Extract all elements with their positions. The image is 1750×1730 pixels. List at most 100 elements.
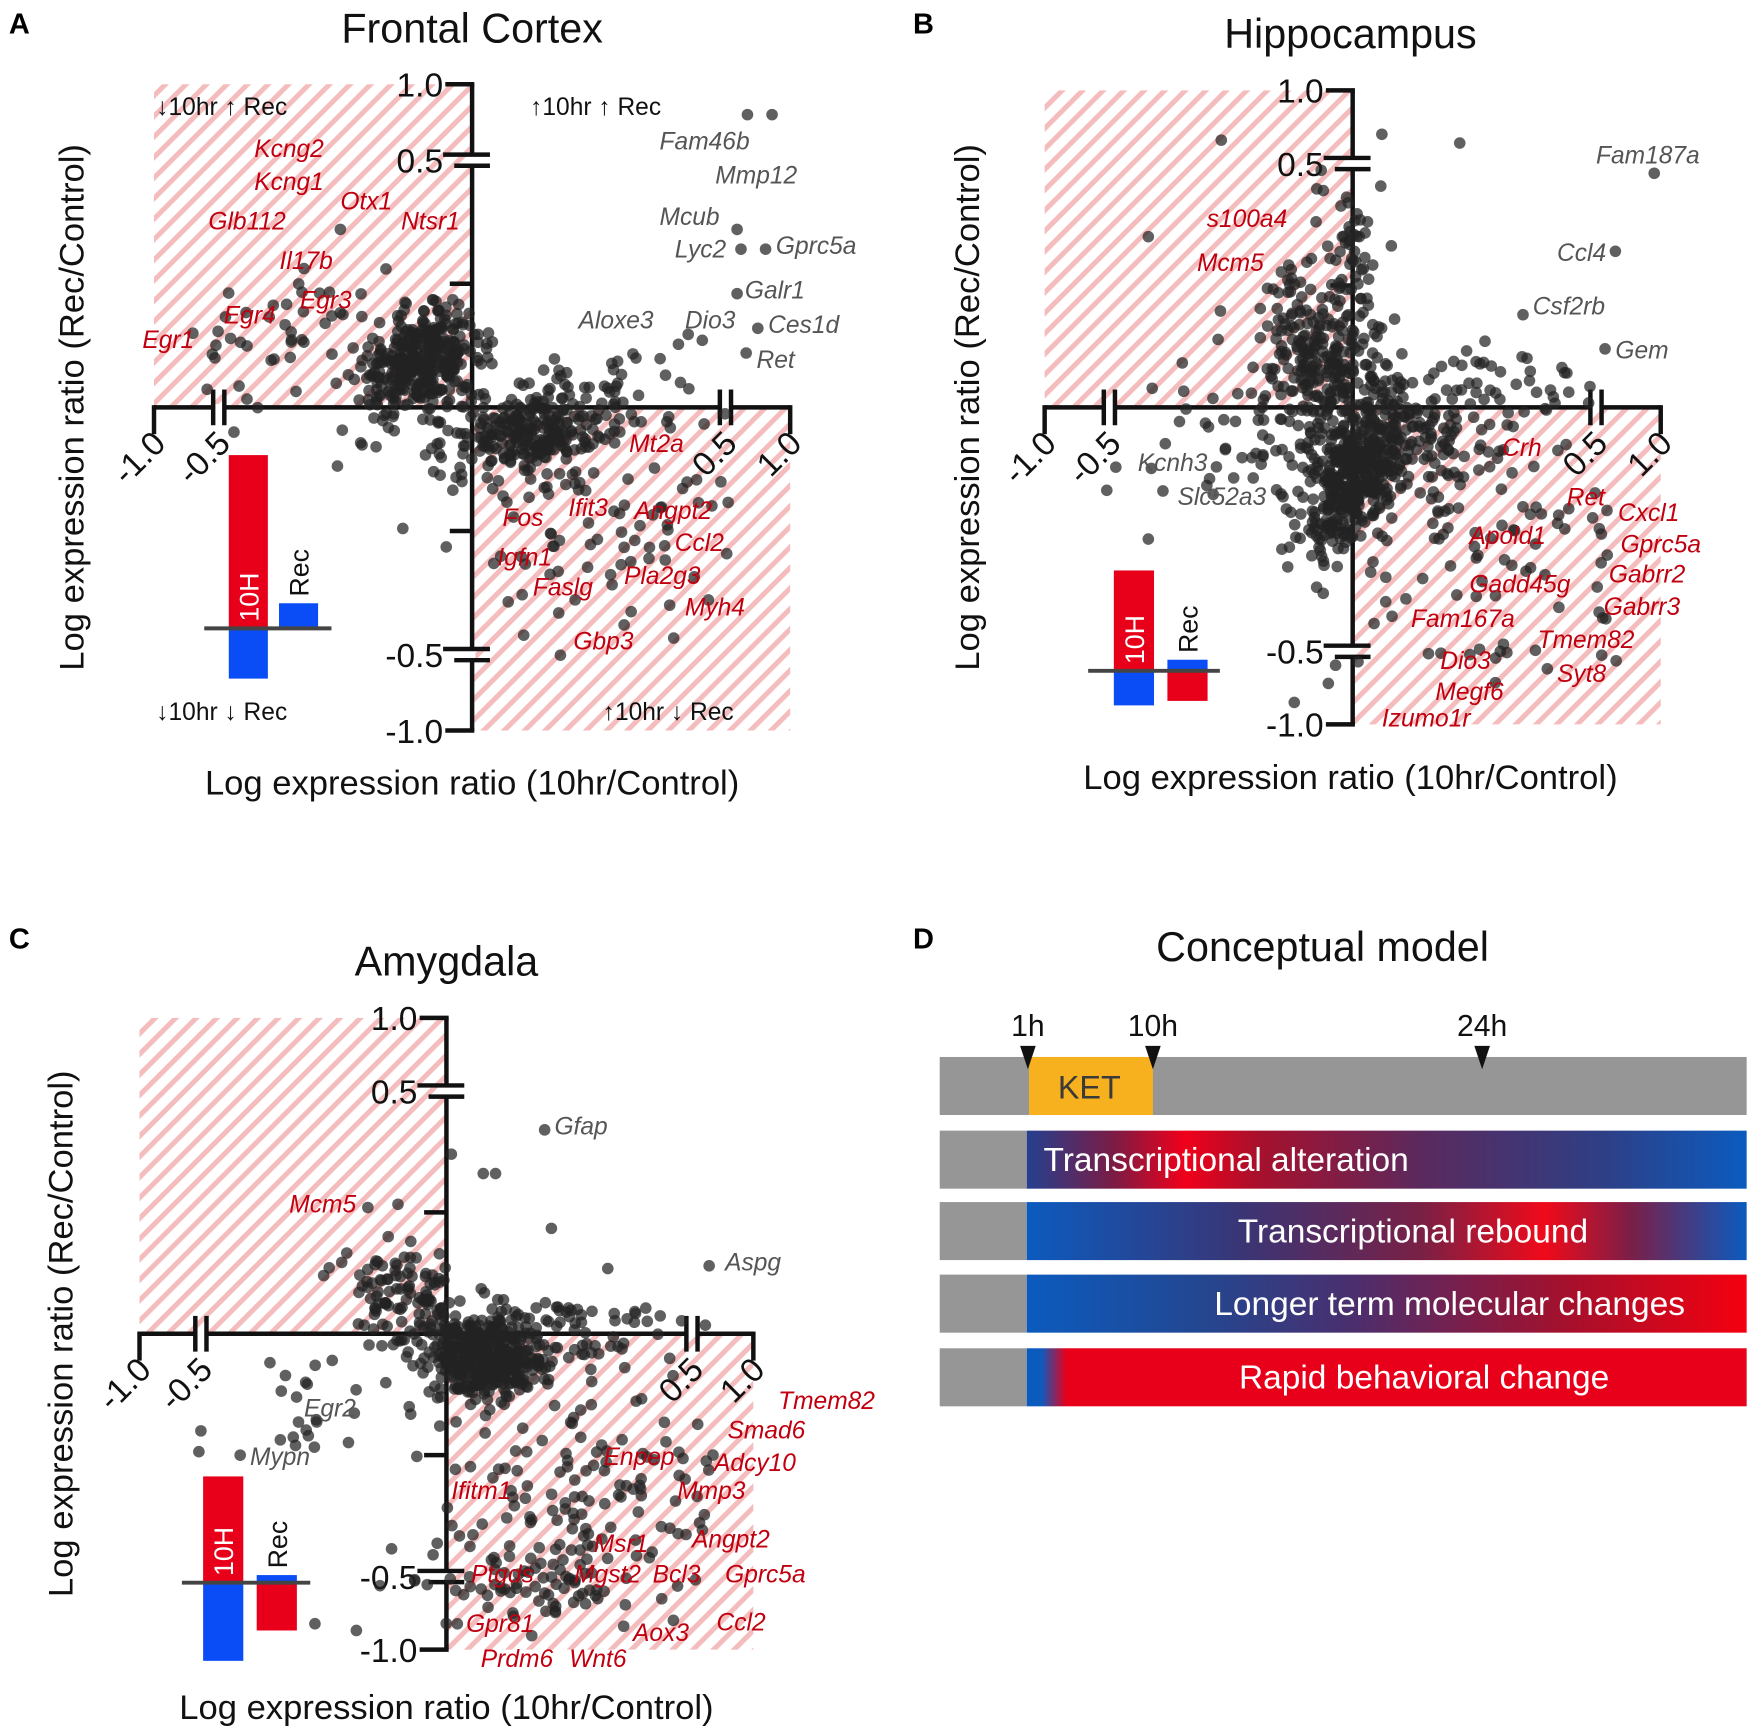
data-point [319,317,331,330]
data-point [1324,485,1337,497]
data-point [1306,549,1318,562]
data-point [669,1495,682,1507]
data-point [652,1328,664,1341]
data-point [371,376,383,389]
data-point [537,1339,550,1351]
data-point [1379,571,1392,584]
data-point [516,1422,529,1434]
data-point [450,427,463,439]
data-point [1245,387,1258,399]
data-point [290,1391,303,1403]
data-point [1429,408,1441,421]
data-point [408,1575,421,1587]
data-point [1317,587,1330,600]
data-point [1304,283,1317,296]
data-point [431,1537,443,1550]
data-point [1275,266,1288,278]
quadrant-label-top-right: ↑10hr ↑ Rec [530,94,661,121]
data-point [1489,676,1502,689]
data-point [579,1597,592,1610]
data-point [424,387,437,400]
row-gradient-bar [1026,1202,1747,1261]
data-point [580,1338,593,1350]
data-point [707,1449,719,1461]
y-axis-break-gap [443,1086,450,1096]
data-point [486,1303,499,1315]
data-point [1331,300,1344,312]
data-point [1455,384,1468,396]
data-point [611,377,624,390]
data-point [1386,374,1399,386]
data-point [630,1395,642,1407]
y-axis-label-b: Log expression ratio (Rec/Control) [949,144,987,671]
data-point [1330,455,1342,467]
data-points [193,1124,719,1642]
data-point [525,1351,538,1364]
data-point [370,441,382,453]
data-point [1346,324,1359,336]
data-point [263,311,276,323]
data-point [633,1479,646,1492]
data-point [233,380,245,392]
inset-bar-down [203,1582,244,1661]
gene-label: Galr1 [745,278,805,305]
data-point [692,496,705,509]
data-point [599,433,611,446]
data-point [544,434,557,446]
data-point [702,594,715,606]
data-point [587,423,599,436]
gene-label: Aox3 [631,1620,689,1647]
data-point [1369,445,1382,458]
data-point [591,1592,604,1605]
data-point [436,350,448,363]
data-point [634,519,646,532]
row-transcriptional-rebound: Transcriptional rebound [939,1202,1747,1261]
data-point [667,1369,679,1382]
data-point [569,1317,582,1329]
data-point [524,473,537,485]
data-point [552,607,565,619]
data-point [436,321,448,334]
data-point [683,382,695,395]
data-point [495,1581,507,1594]
data-point [1259,390,1272,402]
gene-label: Mt2a [629,431,684,458]
data-point [643,1551,656,1564]
data-point [1311,389,1323,402]
data-point [1357,475,1370,488]
data-point [586,1305,598,1318]
row-baseline [939,1202,1027,1261]
data-point [482,1601,494,1614]
data-point [392,315,405,327]
data-point [562,1351,575,1364]
y-tick-label: -0.5 [385,638,443,675]
panel-c: C Amygdala Log expression ratio (Rec/Con… [9,924,875,1727]
data-point [419,317,431,330]
data-point [450,1326,463,1338]
data-point [1314,413,1327,425]
data-point [411,1450,423,1463]
data-point [1560,438,1572,451]
data-point [434,437,446,449]
data-point [489,1167,502,1180]
data-point [392,1198,404,1211]
data-point [551,1341,564,1354]
data-point [1381,359,1393,372]
data-point [1584,380,1596,393]
data-point [486,357,498,370]
data-point [1247,361,1259,374]
data-point [532,447,544,459]
gene-label: Tmem82 [1538,627,1635,654]
data-point [655,1520,668,1533]
x-tick-label: -1.0 [106,425,173,492]
data-point [1593,522,1606,535]
quadrant-label-top-left: ↓10hr ↑ Rec [156,94,287,121]
data-point [696,1524,709,1536]
data-point [1427,517,1439,530]
data-point [228,426,240,438]
data-point [507,511,520,523]
data-point [494,550,507,563]
data-point [379,1297,392,1309]
data-point [498,1567,511,1579]
data-point [431,1392,444,1404]
